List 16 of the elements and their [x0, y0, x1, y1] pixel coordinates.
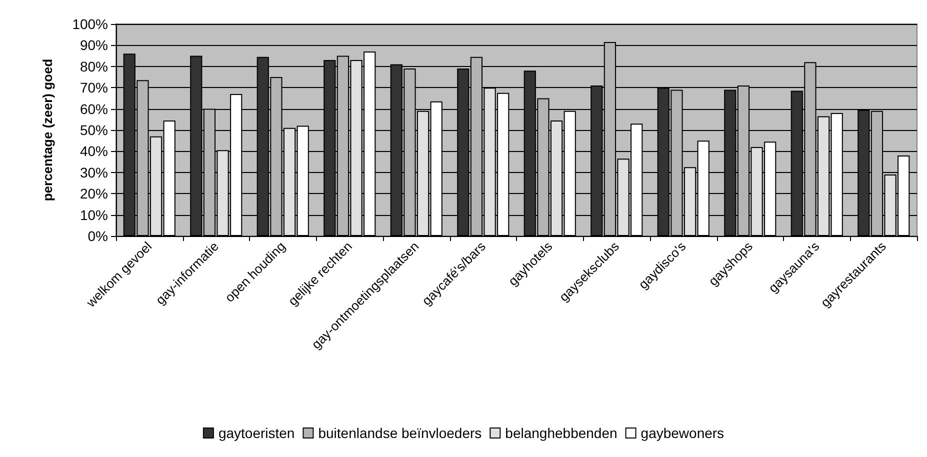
y-tick-label: 50%	[80, 122, 108, 138]
y-tick-label: 100%	[72, 16, 108, 32]
legend-label: gaytoeristen	[218, 425, 295, 441]
y-axis-title: percentage (zeer) goed	[40, 58, 55, 202]
y-tick-label: 0%	[88, 228, 108, 244]
y-tick-label: 90%	[80, 37, 108, 54]
y-tick-label: 60%	[80, 100, 108, 117]
legend-label: gaybewoners	[640, 425, 724, 441]
y-tick-label: 80%	[80, 58, 108, 74]
y-tick-label: 10%	[80, 206, 108, 223]
y-tick-label: 20%	[80, 186, 108, 202]
y-tick-label: 40%	[80, 143, 108, 160]
legend-label: buitenlandse beïnvloeders	[318, 425, 482, 441]
legend-label: belanghebbenden	[505, 425, 618, 441]
y-tick-label: 70%	[80, 80, 108, 96]
y-tick-label: 30%	[80, 164, 108, 180]
